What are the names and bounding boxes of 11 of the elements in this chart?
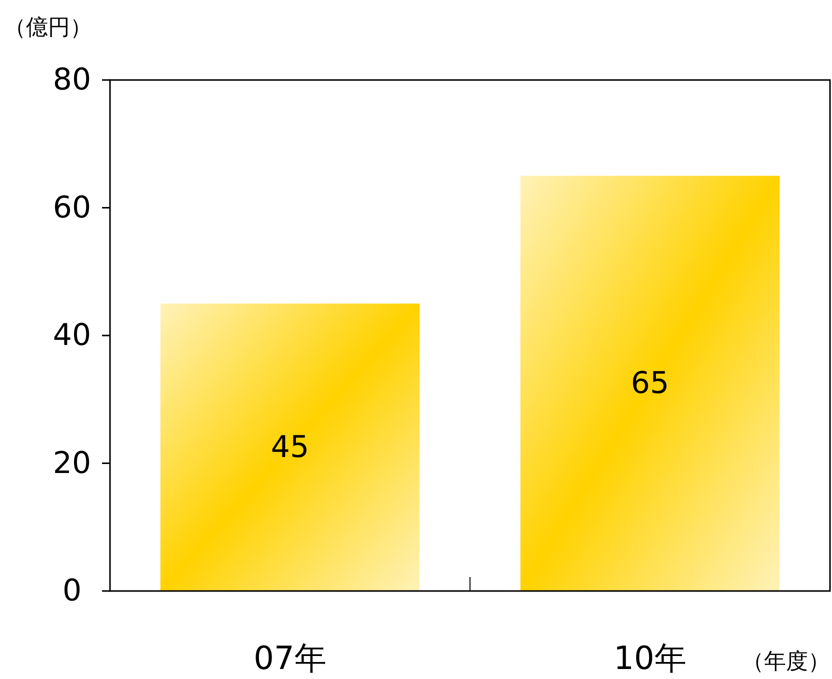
y-tick-label: 60 bbox=[52, 190, 92, 226]
y-tick-label: 20 bbox=[52, 446, 92, 481]
x-tick-label: 10年 bbox=[614, 639, 686, 677]
x-axis-title: （年度） bbox=[742, 650, 830, 674]
x-tick-label: 07年 bbox=[254, 639, 326, 677]
y-tick-label: 0 bbox=[62, 574, 82, 608]
data-label: 45 bbox=[270, 430, 310, 465]
y-tick-label: 40 bbox=[52, 318, 92, 353]
data-label: 65 bbox=[630, 366, 670, 401]
y-tick-label: 80 bbox=[52, 62, 92, 98]
y-axis-title: （億円） bbox=[4, 16, 92, 40]
